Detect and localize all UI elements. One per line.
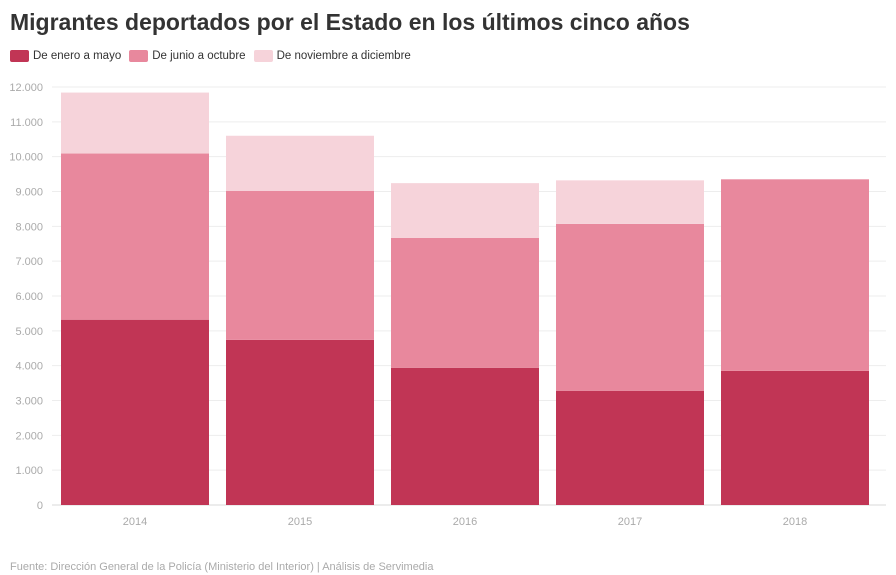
bar-segment-2015-2[interactable] bbox=[226, 190, 374, 340]
bar-segment-2016-2[interactable] bbox=[391, 237, 539, 368]
y-tick-label: 8.000 bbox=[15, 221, 43, 233]
legend-item-junio-octubre: De junio a octubre bbox=[129, 50, 246, 62]
x-tick-label: 2015 bbox=[288, 516, 312, 528]
y-tick-label: 9.000 bbox=[15, 187, 43, 199]
bar-segment-2014-2[interactable] bbox=[61, 153, 209, 320]
bar-segment-2015-1[interactable] bbox=[226, 339, 374, 505]
y-tick-label: 5.000 bbox=[15, 326, 43, 338]
bar-segment-2015-3[interactable] bbox=[226, 135, 374, 191]
y-tick-label: 7.000 bbox=[15, 256, 43, 268]
legend-label-junio-octubre: De junio a octubre bbox=[152, 50, 246, 62]
bar-segment-2017-3[interactable] bbox=[556, 180, 704, 224]
y-tick-label: 6.000 bbox=[15, 291, 43, 303]
y-tick-label: 3.000 bbox=[15, 396, 43, 408]
bar-segment-2014-3[interactable] bbox=[61, 92, 209, 154]
legend-swatch-noviembre-diciembre bbox=[253, 50, 273, 62]
x-tick-label: 2014 bbox=[123, 516, 147, 528]
legend-label-enero-mayo: De enero a mayo bbox=[33, 50, 122, 62]
bar-segment-2018-2[interactable] bbox=[721, 179, 869, 371]
y-tick-label: 0 bbox=[37, 500, 43, 512]
bar-segment-2018-1[interactable] bbox=[721, 370, 869, 505]
bars bbox=[61, 92, 869, 505]
x-axis: 2014 2015 2016 2017 2018 bbox=[123, 516, 807, 528]
x-tick-label: 2017 bbox=[618, 516, 642, 528]
bar-segment-2016-3[interactable] bbox=[391, 183, 539, 238]
y-tick-label: 4.000 bbox=[15, 361, 43, 373]
y-axis: 0 1.000 2.000 3.000 4.000 5.000 6.000 7.000 8.00… bbox=[9, 82, 43, 512]
bar-segment-2014-1[interactable] bbox=[61, 319, 209, 505]
y-tick-label: 2.000 bbox=[15, 430, 43, 442]
x-tick-label: 2016 bbox=[453, 516, 477, 528]
bar-segment-2016-1[interactable] bbox=[391, 367, 539, 505]
bar-segment-2017-2[interactable] bbox=[556, 223, 704, 391]
x-tick-label: 2018 bbox=[783, 516, 807, 528]
legend-item-noviembre-diciembre: De noviembre a diciembre bbox=[253, 50, 411, 62]
legend-item-enero-mayo: De enero a mayo bbox=[10, 50, 121, 62]
y-tick-label: 10.000 bbox=[9, 152, 43, 164]
legend-swatch-junio-octubre bbox=[129, 50, 149, 62]
bar-segment-2017-1[interactable] bbox=[556, 390, 704, 505]
legend-label-noviembre-diciembre: De noviembre a diciembre bbox=[276, 50, 411, 62]
y-tick-label: 12.000 bbox=[9, 82, 43, 94]
source-note: Fuente: Dirección General de la Policía … bbox=[10, 561, 434, 573]
y-tick-label: 11.000 bbox=[10, 117, 43, 129]
y-tick-label: 1.000 bbox=[15, 465, 43, 477]
chart-legend: De enero a mayo De junio a octubre De no… bbox=[10, 50, 419, 62]
chart-title: Migrantes deportados por el Estado en lo… bbox=[10, 9, 690, 35]
legend-swatch-enero-mayo bbox=[10, 50, 29, 62]
